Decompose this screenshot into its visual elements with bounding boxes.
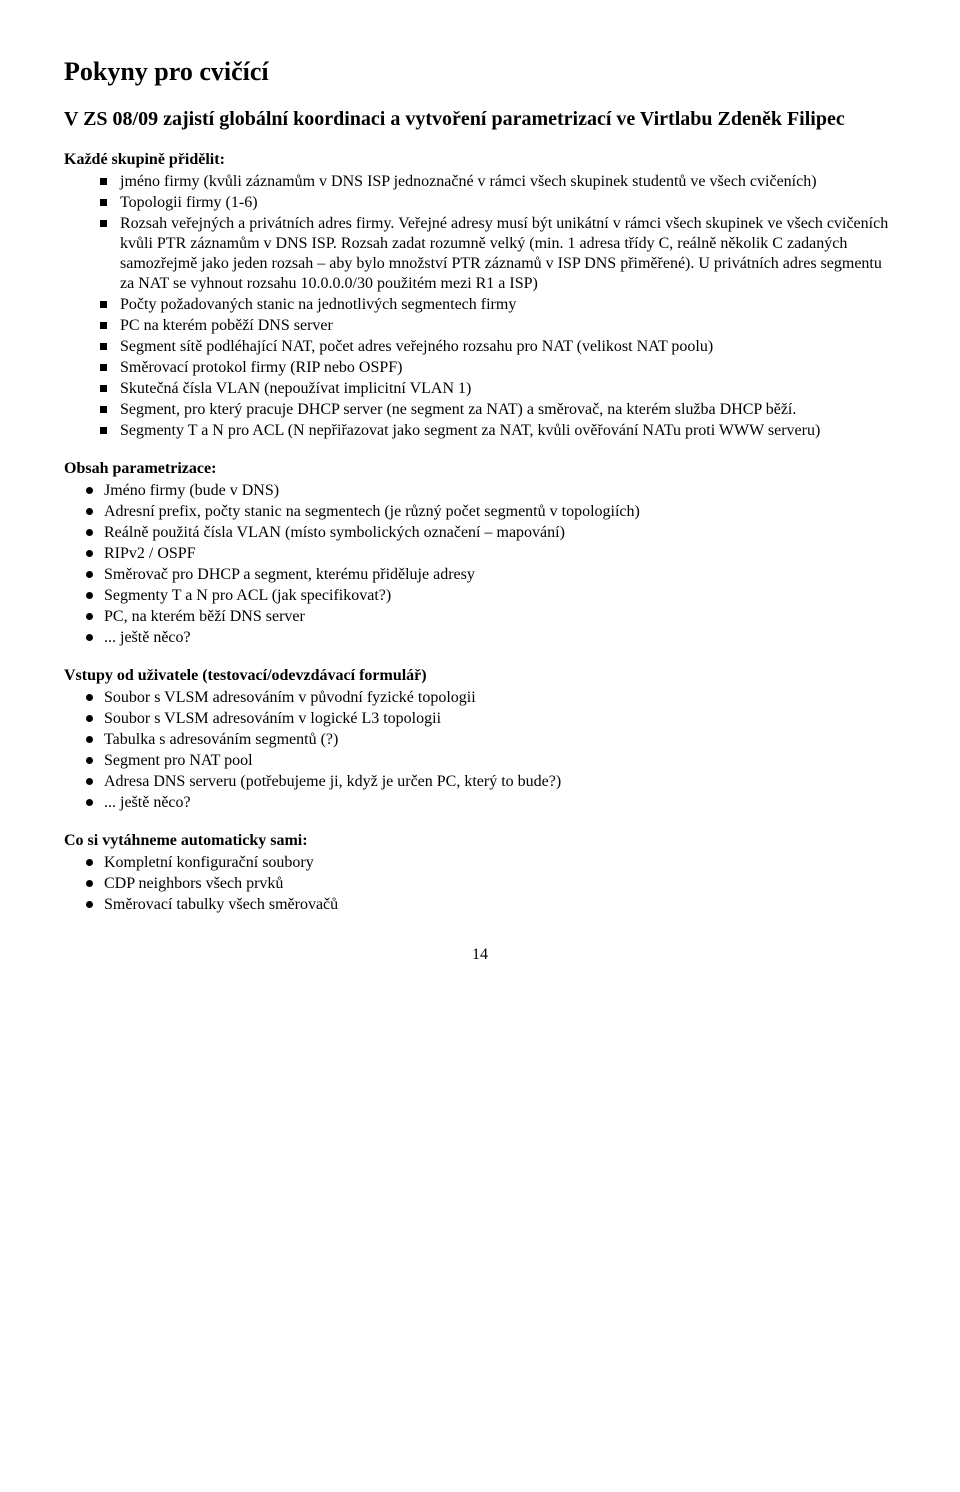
list-item: CDP neighbors všech prvků [64, 874, 896, 894]
list-item: Reálně použitá čísla VLAN (místo symboli… [64, 523, 896, 543]
list-item: Segment, pro který pracuje DHCP server (… [64, 400, 896, 420]
list-item: Adresa DNS serveru (potřebujeme ji, když… [64, 772, 896, 792]
list-item: Jméno firmy (bude v DNS) [64, 481, 896, 501]
list-item: Soubor s VLSM adresováním v logické L3 t… [64, 709, 896, 729]
list-item: Kompletní konfigurační soubory [64, 853, 896, 873]
section-assign-lead: Každé skupině přidělit: [64, 150, 896, 170]
list-item: ... ještě něco? [64, 628, 896, 648]
list-item: RIPv2 / OSPF [64, 544, 896, 564]
section-param: Obsah parametrizace: Jméno firmy (bude v… [64, 459, 896, 648]
list-item: PC na kterém poběží DNS server [64, 316, 896, 336]
list-item: Segmenty T a N pro ACL (N nepřiřazovat j… [64, 421, 896, 441]
list-item: PC, na kterém běží DNS server [64, 607, 896, 627]
list-item: Adresní prefix, počty stanic na segmente… [64, 502, 896, 522]
list-item: Směrovač pro DHCP a segment, kterému při… [64, 565, 896, 585]
list-item: Rozsah veřejných a privátních adres firm… [64, 214, 896, 294]
page-number: 14 [64, 945, 896, 965]
list-item: Topologii firmy (1-6) [64, 193, 896, 213]
param-list: Jméno firmy (bude v DNS) Adresní prefix,… [64, 481, 896, 648]
list-item: Soubor s VLSM adresováním v původní fyzi… [64, 688, 896, 708]
list-item: Tabulka s adresováním segmentů (?) [64, 730, 896, 750]
intro-subheading: V ZS 08/09 zajistí globální koordinaci a… [64, 107, 896, 132]
section-auto: Co si vytáhneme automaticky sami: Komple… [64, 831, 896, 915]
list-item: Skutečná čísla VLAN (nepoužívat implicit… [64, 379, 896, 399]
auto-list: Kompletní konfigurační soubory CDP neigh… [64, 853, 896, 915]
list-item: ... ještě něco? [64, 793, 896, 813]
section-auto-lead: Co si vytáhneme automaticky sami: [64, 831, 896, 851]
list-item: Počty požadovaných stanic na jednotlivýc… [64, 295, 896, 315]
inputs-list: Soubor s VLSM adresováním v původní fyzi… [64, 688, 896, 813]
section-assign: Každé skupině přidělit: jméno firmy (kvů… [64, 150, 896, 441]
list-item: Směrovací protokol firmy (RIP nebo OSPF) [64, 358, 896, 378]
list-item: Segment sítě podléhající NAT, počet adre… [64, 337, 896, 357]
assign-list: jméno firmy (kvůli záznamům v DNS ISP je… [64, 172, 896, 441]
section-inputs: Vstupy od uživatele (testovací/odevzdáva… [64, 666, 896, 813]
list-item: Segmenty T a N pro ACL (jak specifikovat… [64, 586, 896, 606]
list-item: Segment pro NAT pool [64, 751, 896, 771]
page-title: Pokyny pro cvičící [64, 56, 896, 89]
list-item: Směrovací tabulky všech směrovačů [64, 895, 896, 915]
list-item: jméno firmy (kvůli záznamům v DNS ISP je… [64, 172, 896, 192]
section-param-lead: Obsah parametrizace: [64, 459, 896, 479]
section-inputs-lead: Vstupy od uživatele (testovací/odevzdáva… [64, 666, 896, 686]
